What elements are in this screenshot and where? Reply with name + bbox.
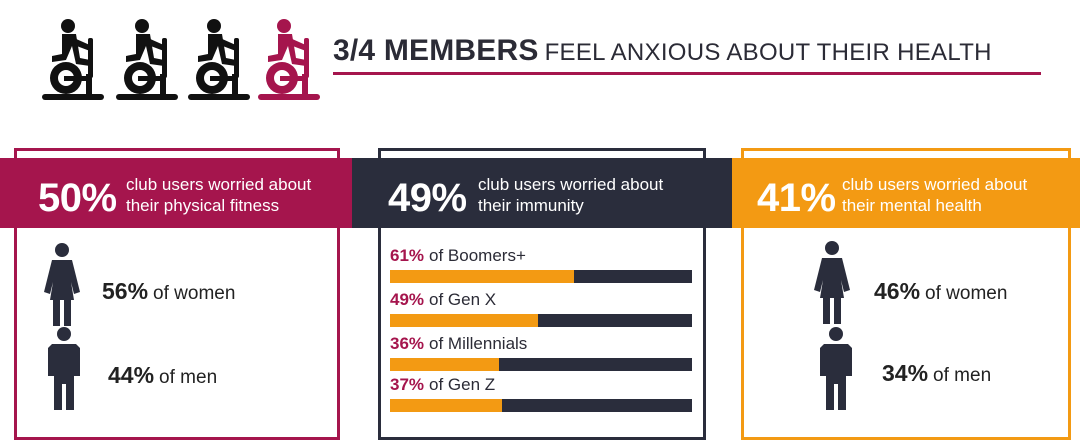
- gender-stat: 46% of women: [874, 278, 1007, 305]
- generation-row: 36% of Millennials: [390, 334, 692, 371]
- generation-name: of Millennials: [429, 334, 528, 353]
- generation-value: 61%: [390, 246, 425, 265]
- gender-stat-value: 34%: [882, 360, 929, 386]
- exercise-bike-icon: [42, 19, 104, 100]
- gender-stat-value: 46%: [874, 278, 921, 304]
- headline: 3/4 MEMBERS FEEL ANXIOUS ABOUT THEIR HEAL…: [333, 34, 992, 68]
- generation-name: of Gen Z: [429, 375, 496, 394]
- generation-value: 37%: [390, 375, 425, 394]
- generation-label: 36% of Millennials: [390, 334, 692, 354]
- gender-stat-label: of men: [933, 365, 992, 386]
- stat-description: club users worried about their physical …: [126, 174, 356, 216]
- gender-stat-value: 44%: [108, 362, 155, 388]
- stat-percentage: 41%: [757, 176, 836, 220]
- generation-row: 61% of Boomers+: [390, 246, 692, 283]
- stat-description-line: club users worried about: [126, 175, 312, 194]
- exercise-bike-icon: [116, 19, 178, 100]
- exercise-bike-icon: [258, 19, 320, 100]
- man-icon: [820, 327, 852, 410]
- header: 3/4 MEMBERS FEEL ANXIOUS ABOUT THEIR HEAL…: [0, 0, 1080, 110]
- gender-stat-value: 56%: [102, 278, 149, 304]
- generation-label: 49% of Gen X: [390, 290, 692, 310]
- woman-icon: [814, 241, 850, 324]
- generation-value: 49%: [390, 290, 425, 309]
- gender-stat: 34% of men: [882, 360, 991, 387]
- headline-bold: 3/4 MEMBERS: [333, 34, 539, 67]
- band-physical-fitness: 50% club users worried about their physi…: [0, 158, 352, 228]
- stat-description-line: club users worried about: [478, 175, 664, 194]
- woman-icon: [44, 243, 80, 326]
- gender-stat: 56% of women: [102, 278, 235, 305]
- man-icon: [48, 327, 80, 410]
- exercise-bike-icons: [38, 16, 328, 102]
- generation-name: of Boomers+: [429, 246, 526, 265]
- band-immunity: 49% club users worried about their immun…: [352, 158, 732, 228]
- stat-description: club users worried about their mental he…: [842, 174, 1072, 216]
- generation-bar-fill: [390, 314, 538, 327]
- band-mental-health: 41% club users worried about their menta…: [732, 158, 1080, 228]
- card-immunity: [378, 148, 706, 440]
- generation-bar-track: [390, 314, 692, 327]
- generation-row: 37% of Gen Z: [390, 375, 692, 412]
- headline-underline: [333, 72, 1041, 75]
- gender-stat: 44% of men: [108, 362, 217, 389]
- generation-bar-track: [390, 399, 692, 412]
- stat-description-line: club users worried about: [842, 175, 1028, 194]
- card-mental-health: [741, 148, 1071, 440]
- generation-label: 37% of Gen Z: [390, 375, 692, 395]
- generation-name: of Gen X: [429, 290, 497, 309]
- generation-bar-track: [390, 270, 692, 283]
- stat-description-line: their mental health: [842, 196, 982, 215]
- generation-bar-fill: [390, 358, 499, 371]
- card-physical-fitness: [14, 148, 340, 440]
- generation-label: 61% of Boomers+: [390, 246, 692, 266]
- gender-stat-label: of women: [925, 283, 1008, 304]
- stat-description: club users worried about their immunity: [478, 174, 708, 216]
- generation-value: 36%: [390, 334, 425, 353]
- generation-row: 49% of Gen X: [390, 290, 692, 327]
- generation-bar-fill: [390, 270, 575, 283]
- stat-percentage: 49%: [388, 176, 467, 220]
- gender-stat-label: of men: [159, 367, 218, 388]
- generation-bar-fill: [390, 399, 502, 412]
- generation-bar-track: [390, 358, 692, 371]
- gender-stat-label: of women: [153, 283, 236, 304]
- stat-description-line: their immunity: [478, 196, 584, 215]
- stat-percentage: 50%: [38, 176, 117, 220]
- stat-description-line: their physical fitness: [126, 196, 280, 215]
- headline-rest: FEEL ANXIOUS ABOUT THEIR HEALTH: [544, 39, 992, 66]
- exercise-bike-icon: [188, 19, 250, 100]
